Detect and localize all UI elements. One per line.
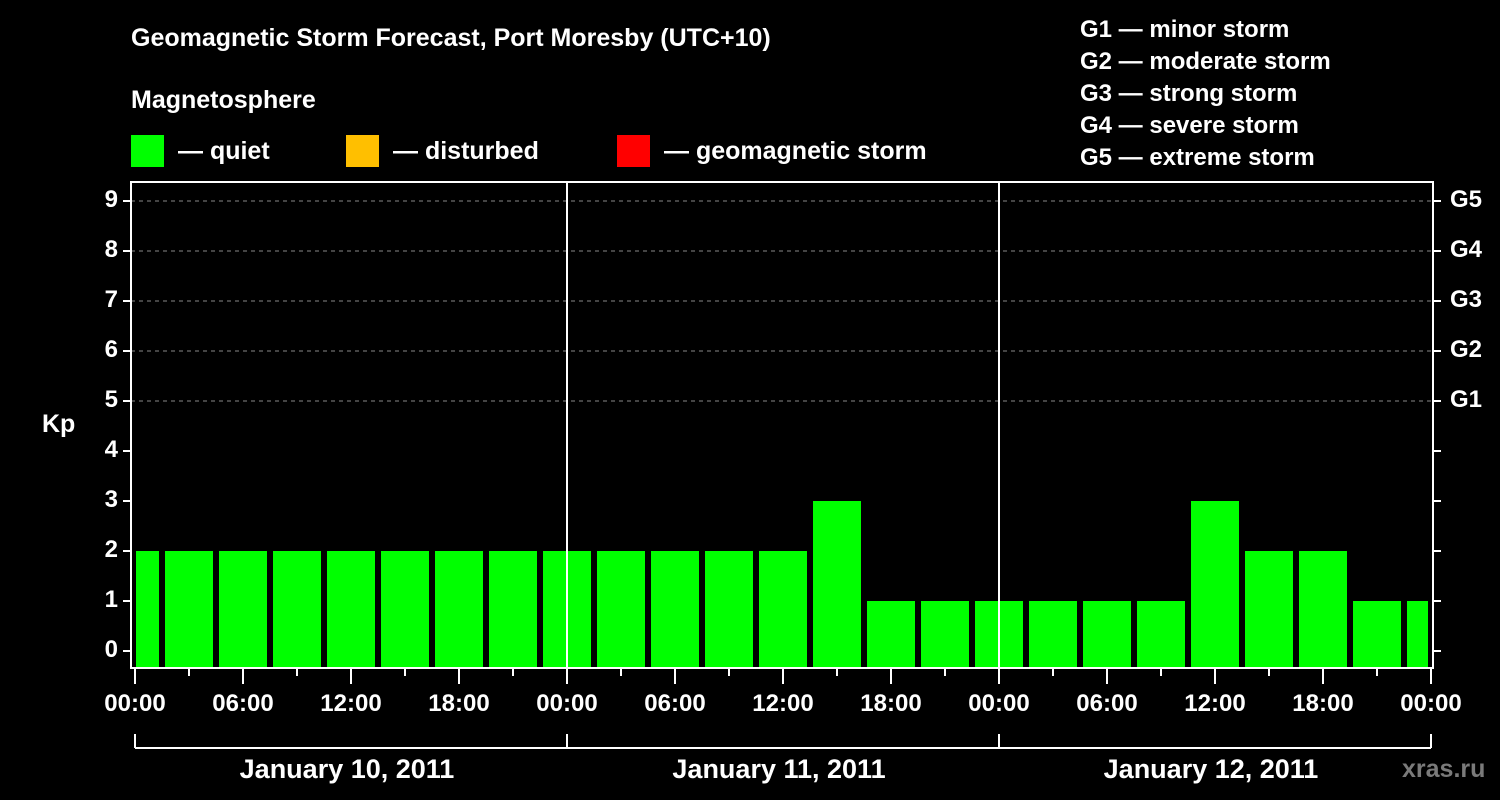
- kp-bar: [1191, 501, 1239, 668]
- y-tick-label: 4: [104, 436, 118, 463]
- x-tick-label: 06:00: [1076, 690, 1138, 717]
- kp-bar: [273, 551, 321, 668]
- x-tick-label: 06:00: [644, 690, 706, 717]
- x-tick-label: 18:00: [428, 690, 490, 717]
- y-tick-label: 1: [104, 586, 118, 613]
- g-level-label: G2: [1450, 336, 1483, 363]
- storm-swatch: [617, 135, 650, 167]
- chart-title: Geomagnetic Storm Forecast, Port Moresby…: [131, 24, 771, 52]
- x-tick-label: 12:00: [320, 690, 382, 717]
- kp-bar: [1245, 551, 1293, 668]
- g2-description: G2 — moderate storm: [1080, 48, 1331, 75]
- disturbed-swatch: [346, 135, 379, 167]
- x-tick-label: 00:00: [968, 690, 1030, 717]
- kp-bar: [136, 551, 159, 668]
- y-tick-label: 5: [104, 386, 118, 413]
- legend-storm: — geomagnetic storm: [617, 134, 927, 168]
- g-level-label: G5: [1450, 186, 1483, 213]
- y-tick-label: 6: [104, 336, 118, 363]
- kp-bar: [489, 551, 537, 668]
- y-tick-label: 9: [104, 186, 118, 213]
- kp-bar: [867, 601, 915, 668]
- kp-bar: [651, 551, 699, 668]
- kp-bar: [165, 551, 213, 668]
- y-tick-label: 8: [104, 236, 118, 263]
- legend-quiet-label: — quiet: [178, 136, 270, 165]
- watermark: xras.ru: [1402, 755, 1486, 783]
- day-label: January 10, 2011: [239, 754, 455, 784]
- g-level-label: G1: [1450, 386, 1483, 413]
- kp-bar: [1353, 601, 1401, 668]
- kp-bar: [705, 551, 753, 668]
- kp-bar: [1137, 601, 1185, 668]
- g-level-label: G4: [1450, 236, 1483, 263]
- kp-bar: [921, 601, 969, 668]
- x-tick-label: 18:00: [860, 690, 922, 717]
- x-tick-label: 12:00: [1184, 690, 1246, 717]
- kp-bar: [597, 551, 645, 668]
- g1-description: G1 — minor storm: [1080, 16, 1290, 43]
- kp-bar: [759, 551, 807, 668]
- kp-bar: [813, 501, 861, 668]
- g4-description: G4 — severe storm: [1080, 112, 1299, 139]
- kp-bar: [1083, 601, 1131, 668]
- legend-disturbed-label: — disturbed: [393, 136, 539, 165]
- g3-description: G3 — strong storm: [1080, 80, 1298, 107]
- kp-bar: [435, 551, 483, 668]
- g-scale-legend: G1 — minor storm G2 — moderate storm G3 …: [1080, 14, 1331, 174]
- quiet-swatch: [131, 135, 164, 167]
- legend-storm-label: — geomagnetic storm: [664, 136, 927, 165]
- day-label: January 11, 2011: [672, 754, 886, 784]
- kp-bar: [1299, 551, 1347, 668]
- y-tick-label: 3: [104, 486, 118, 513]
- y-tick-label: 0: [104, 636, 118, 663]
- legend-quiet: — quiet: [131, 134, 270, 168]
- kp-bar: [381, 551, 429, 668]
- kp-bar: [327, 551, 375, 668]
- x-tick-label: 06:00: [212, 690, 274, 717]
- day-label: January 12, 2011: [1103, 754, 1319, 784]
- legend-title: Magnetosphere: [131, 86, 316, 114]
- x-tick-label: 18:00: [1292, 690, 1354, 717]
- g-level-label: G3: [1450, 286, 1483, 313]
- y-tick-label: 7: [104, 286, 118, 313]
- x-tick-label: 00:00: [536, 690, 598, 717]
- x-tick-label: 00:00: [1400, 690, 1462, 717]
- y-tick-label: 2: [104, 536, 118, 563]
- legend-disturbed: — disturbed: [346, 134, 539, 168]
- x-tick-label: 12:00: [752, 690, 814, 717]
- kp-bar: [1407, 601, 1428, 668]
- kp-bar: [1029, 601, 1077, 668]
- y-axis-label: Kp: [42, 410, 76, 438]
- kp-bar: [219, 551, 267, 668]
- x-tick-label: 00:00: [104, 690, 166, 717]
- g5-description: G5 — extreme storm: [1080, 144, 1315, 171]
